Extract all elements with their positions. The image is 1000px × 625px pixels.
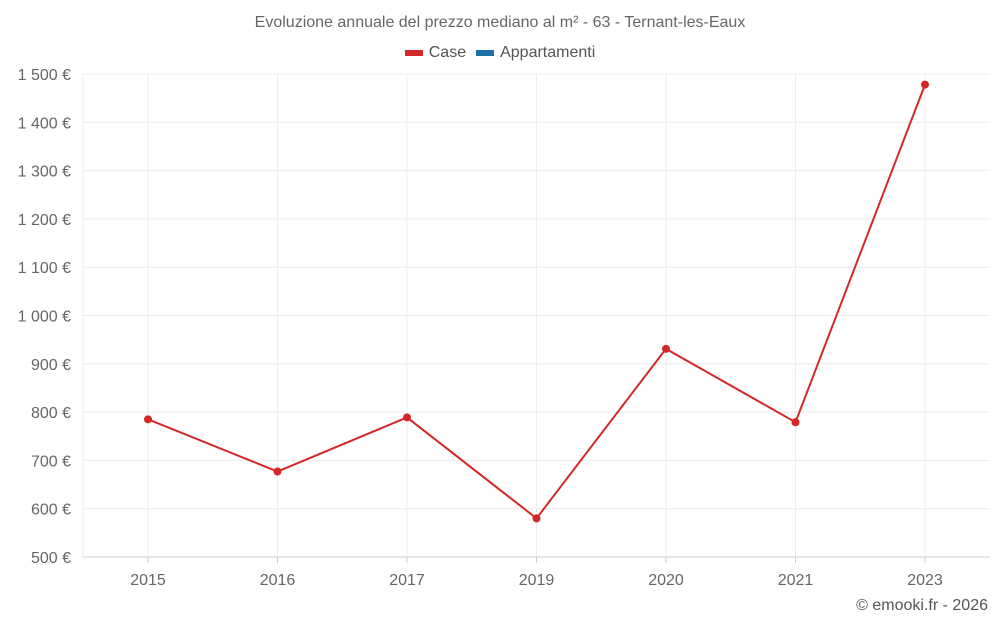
x-tick-label: 2020 (648, 572, 684, 589)
y-tick-label: 1 300 € (18, 164, 71, 181)
x-tick-label: 2019 (519, 572, 555, 589)
y-tick-label: 1 000 € (18, 309, 71, 326)
data-point (662, 344, 670, 353)
data-point (273, 467, 282, 476)
data-point (532, 514, 541, 523)
x-tick-label: 2017 (389, 572, 425, 589)
credit-text: © emooki.fr - 2026 (856, 597, 988, 614)
legend-item-appartamenti[interactable]: Appartamenti (476, 44, 595, 62)
y-tick-label: 700 € (31, 453, 71, 470)
legend: Case Appartamenti (0, 44, 1000, 62)
legend-label-appartamenti: Appartamenti (500, 44, 596, 61)
y-tick-label: 900 € (31, 357, 71, 374)
x-tick-label: 2015 (130, 572, 166, 589)
x-tick-label: 2023 (907, 572, 943, 589)
y-tick-label: 500 € (31, 550, 71, 567)
legend-swatch-appartamenti (476, 50, 495, 56)
data-point (403, 413, 411, 422)
y-tick-label: 1 400 € (18, 115, 71, 132)
data-point (921, 80, 929, 89)
legend-item-case[interactable]: Case (404, 44, 467, 62)
y-tick-label: 1 200 € (18, 212, 71, 229)
y-tick-label: 800 € (31, 405, 71, 422)
y-tick-label: 600 € (31, 502, 71, 519)
y-tick-label: 1 100 € (18, 260, 71, 277)
x-tick-label: 2021 (778, 572, 814, 589)
x-tick-label: 2016 (260, 572, 296, 589)
y-tick-label: 1 500 € (18, 67, 71, 84)
data-point (791, 418, 800, 427)
chart-title: Evoluzione annuale del prezzo mediano al… (254, 14, 746, 31)
legend-label-case: Case (428, 44, 467, 61)
legend-swatch-case (404, 50, 423, 56)
data-point (144, 415, 152, 424)
